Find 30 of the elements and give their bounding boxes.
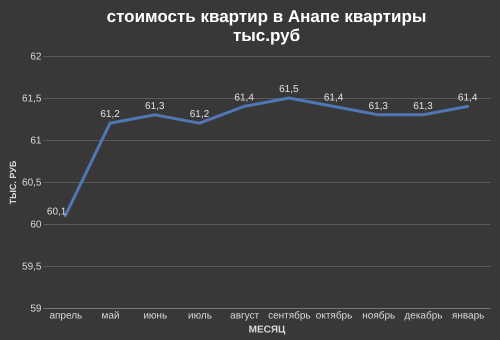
- data-label: 61,2: [100, 109, 120, 120]
- data-label: 60,1: [46, 206, 67, 218]
- chart-title: стоимость квартир в Анапе квартиры тыс.руб: [106, 7, 426, 45]
- data-label: 61,3: [413, 100, 434, 112]
- x-tick-label: декабрь: [404, 310, 442, 322]
- x-tick-label: сентябрь: [268, 310, 311, 322]
- data-label: 61,2: [190, 109, 210, 120]
- data-label: 61,4: [234, 92, 254, 104]
- y-tick-label: 61,5: [22, 94, 42, 104]
- x-tick-label: октябрь: [316, 310, 352, 322]
- x-tick-label: январь: [452, 310, 484, 322]
- y-tick-label: 59: [30, 304, 42, 314]
- y-tick-label: 59,5: [22, 262, 42, 272]
- data-label: 61,4: [324, 92, 344, 104]
- x-tick-label: ноябрь: [362, 310, 396, 322]
- x-tick-label: май: [102, 310, 120, 322]
- x-tick-label: апрель: [49, 310, 82, 322]
- y-tick-label: 60,5: [22, 178, 42, 188]
- y-tick-label: 60: [30, 220, 42, 230]
- y-axis-title: ТЫС. РУБ: [8, 160, 18, 204]
- data-label: 61,3: [145, 100, 165, 112]
- data-label: 61,3: [368, 100, 388, 112]
- x-tick-label: июль: [188, 310, 212, 322]
- y-tick-label: 61: [30, 136, 42, 146]
- data-label: 61,5: [279, 84, 300, 95]
- x-tick-label: август: [230, 310, 260, 322]
- y-tick-label: 62: [30, 52, 42, 62]
- data-label: 61,4: [458, 92, 478, 104]
- x-axis-title: МЕСЯЦ: [248, 324, 286, 336]
- x-tick-label: июнь: [143, 310, 168, 322]
